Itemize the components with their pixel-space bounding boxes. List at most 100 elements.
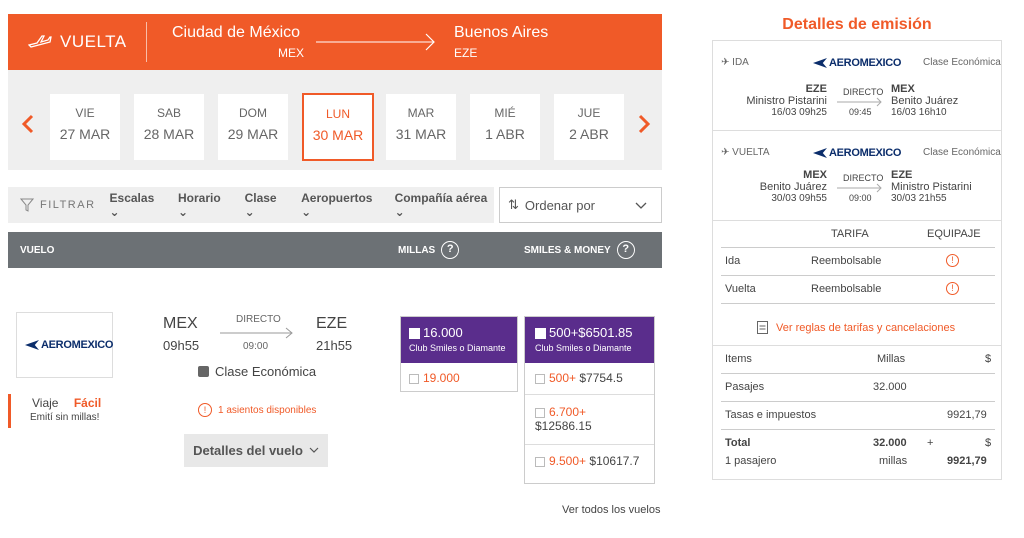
checkbox-icon[interactable] [535, 407, 545, 418]
date-card[interactable]: DOM 29 MAR [218, 94, 288, 160]
origin-city: Ciudad de México [172, 24, 301, 41]
leg-label: ✈ IDA [721, 57, 749, 68]
chevron-right-icon [638, 114, 651, 134]
money-option-row[interactable]: 9.500+ $10617.7 [525, 445, 654, 468]
date-card[interactable]: MIÉ 1 ABR [470, 94, 540, 160]
chevron-down-icon: ⌄ [178, 205, 189, 219]
chevron-left-icon [21, 114, 34, 134]
seat-icon [198, 366, 209, 377]
prev-dates-button[interactable] [20, 110, 36, 141]
miles-options: 16.000 Club Smiles o Diamante 19.000 [400, 316, 518, 392]
smiles-money-options: 500+$6501.85 Club Smiles o Diamante 500+… [524, 316, 655, 484]
route-arrow-icon [316, 33, 435, 51]
cost-table: Items Millas $ Pasajes 32.000 Tasas e im… [713, 345, 1001, 479]
plane-icon: ✈ [721, 147, 730, 158]
cabin-class: Clase Económica [198, 364, 316, 379]
date-selector: VIE 27 MAR SAB 28 MAR DOM 29 MAR LUN 30 … [8, 70, 662, 170]
results-header: VUELO MILLAS ? SMILES & MONEY ? [8, 232, 662, 268]
route-arrow-icon [837, 97, 882, 107]
to-code: EZE [316, 315, 348, 332]
return-label: VUELTA [28, 32, 127, 52]
date-card[interactable]: JUE 2 ABR [554, 94, 624, 160]
summary-panel: ✈ IDA AEROMEXICO Clase Económica EZE Min… [712, 40, 1002, 480]
miles-club-option[interactable]: 16.000 Club Smiles o Diamante [401, 317, 517, 363]
checkbox-icon[interactable] [535, 456, 545, 467]
airline-logo: AEROMEXICO [16, 312, 113, 378]
to-time: 21h55 [316, 338, 353, 353]
date-card[interactable]: SAB 28 MAR [134, 94, 204, 160]
chevron-down-icon: ⌄ [301, 205, 312, 219]
chevron-down-icon [635, 202, 647, 209]
chevron-down-icon: ⌄ [394, 205, 405, 219]
next-dates-button[interactable] [636, 110, 652, 141]
checkbox-icon[interactable] [535, 373, 545, 384]
plane-icon [28, 35, 52, 48]
flight-type: DIRECTO [236, 314, 281, 325]
dest-code: EZE [454, 46, 478, 60]
help-icon[interactable]: ? [441, 241, 460, 259]
route-header: VUELTA Ciudad de México MEX Buenos Aires… [8, 14, 662, 70]
aeromexico-logo-icon [813, 58, 827, 68]
origin-code: MEX [278, 46, 305, 60]
filter-label[interactable]: FILTRAR [20, 198, 96, 212]
filter-airports[interactable]: Aeropuertos ⌄ [301, 191, 373, 219]
leg-origin: EZE Ministro Pistarini 16/03 09h25 [746, 83, 827, 118]
dest-city: Buenos Aires [454, 24, 549, 41]
date-card-selected[interactable]: LUN 30 MAR [302, 93, 374, 161]
date-card[interactable]: VIE 27 MAR [50, 94, 120, 160]
aeromexico-logo-icon [25, 340, 39, 350]
promo-title: Viaje Fácil [32, 396, 102, 410]
leg-ida: ✈ IDA AEROMEXICO Clase Económica EZE Min… [713, 41, 1001, 131]
seats-available: ! 1 asientos disponibles [198, 403, 316, 417]
fare-rules-link[interactable]: Ver reglas de tarifas y cancelaciones [757, 321, 955, 334]
checkbox-icon[interactable] [535, 328, 546, 340]
money-option-row[interactable]: 500+ $7754.5 [525, 363, 654, 395]
leg-destination: MEX Benito Juárez 16/03 16h10 [891, 83, 959, 118]
route-arrow-icon [837, 183, 882, 193]
filter-class[interactable]: Clase ⌄ [244, 191, 277, 219]
aeromexico-logo-icon [813, 148, 827, 158]
chevron-down-icon: ⌄ [244, 205, 255, 219]
date-card[interactable]: MAR 31 MAR [386, 94, 456, 160]
miles-regular-option[interactable]: 19.000 [401, 363, 517, 385]
route-arrow-icon [220, 327, 293, 339]
leg-origin: MEX Benito Juárez 30/03 09h55 [759, 169, 827, 204]
money-option-row[interactable]: 6.700+ $12586.15 [525, 395, 654, 445]
alert-icon: ! [198, 403, 212, 417]
checkbox-checked-icon[interactable] [409, 328, 420, 340]
header-divider [146, 22, 147, 62]
flight-duration: 09:00 [243, 341, 269, 352]
from-code: MEX [163, 315, 198, 332]
col-smiles-money: SMILES & MONEY ? [524, 241, 635, 259]
airline-logo: AEROMEXICO [813, 57, 901, 69]
baggage-alert-icon[interactable]: ! [946, 282, 959, 295]
checkbox-icon[interactable] [409, 373, 419, 384]
airline-logo: AEROMEXICO [813, 147, 901, 159]
flight-details-button[interactable]: Detalles del vuelo [184, 434, 328, 467]
filter-schedule[interactable]: Horario ⌄ [178, 191, 221, 219]
summary-title: Detalles de emisión [782, 16, 932, 33]
col-miles: MILLAS ? [398, 241, 460, 259]
leg-vuelta: ✈ VUELTA AEROMEXICO Clase Económica MEX … [713, 131, 1001, 221]
help-icon[interactable]: ? [616, 241, 635, 259]
from-time: 09h55 [163, 338, 200, 353]
document-icon [757, 321, 768, 334]
chevron-down-icon [309, 447, 319, 453]
see-all-flights-link[interactable]: Ver todos los vuelos [562, 504, 661, 516]
col-flight: VUELO [20, 245, 55, 256]
total-money: 9921,79 [947, 455, 987, 467]
filter-bar: FILTRAR Escalas ⌄ Horario ⌄ Clase ⌄ Aero… [8, 187, 494, 223]
sort-select[interactable]: ⇅ Ordenar por [499, 187, 662, 223]
money-club-option[interactable]: 500+$6501.85 Club Smiles o Diamante [525, 317, 654, 363]
filter-airline[interactable]: Compañía aérea ⌄ [394, 191, 488, 219]
plane-icon: ✈ [721, 57, 730, 68]
funnel-icon [20, 198, 34, 212]
filter-stops[interactable]: Escalas ⌄ [109, 191, 155, 219]
total-label: Total [725, 437, 751, 449]
tariff-table: TARIFA EQUIPAJE Ida Reembolsable ! Vuelt… [721, 223, 995, 303]
promo-accent [8, 394, 11, 428]
sort-icon: ⇅ [508, 197, 519, 212]
leg-destination: EZE Ministro Pistarini 30/03 21h55 [891, 169, 972, 204]
baggage-alert-icon[interactable]: ! [946, 254, 959, 267]
leg-label: ✈ VUELTA [721, 147, 770, 158]
